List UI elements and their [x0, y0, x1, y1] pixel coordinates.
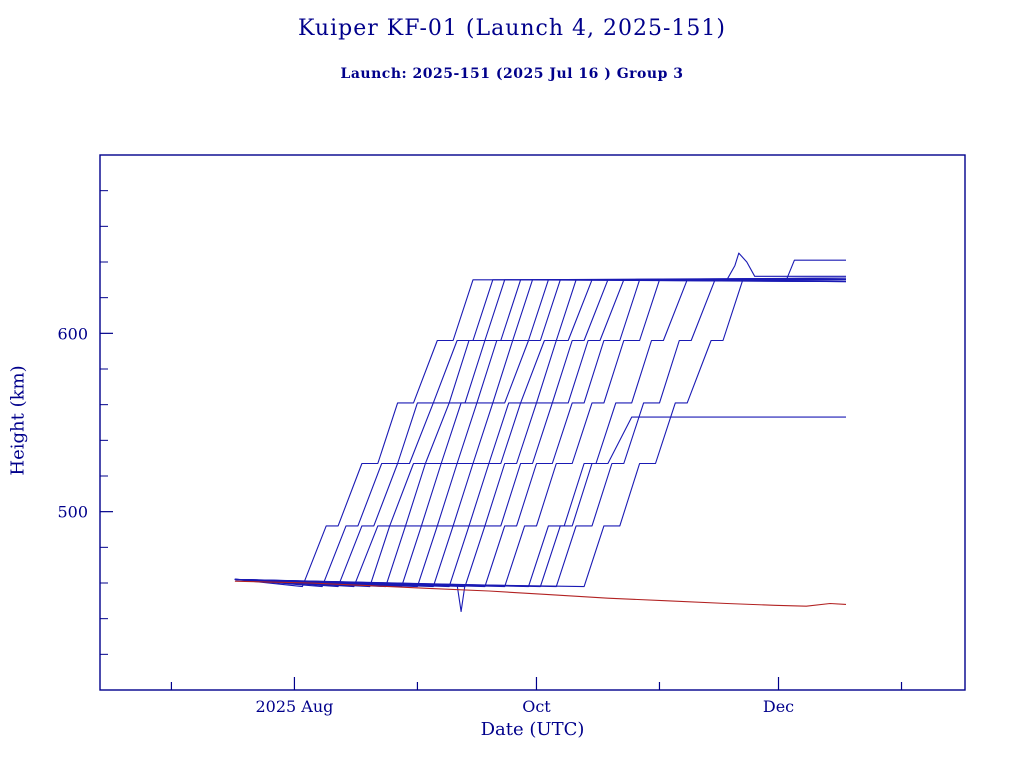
series-sat-08: [234, 279, 846, 588]
series-sat-01: [234, 279, 846, 588]
series-sat-12: [234, 277, 847, 588]
series-sat-10: [234, 279, 846, 588]
series-sat-02: [234, 279, 847, 588]
series-sat-05: [234, 279, 847, 588]
series-sat-11: [234, 279, 846, 588]
series-sat-17-partial-raise: [234, 416, 846, 588]
x-tick-label: 2025 Aug: [255, 697, 333, 716]
series-sat-15: [234, 252, 846, 588]
series-sat-14: [234, 279, 846, 588]
series-sat-13: [234, 279, 846, 588]
y-tick-label: 500: [57, 503, 88, 522]
series-sat-18-decaying: [234, 580, 847, 607]
y-tick-label: 600: [57, 324, 88, 343]
series-sat-16: [234, 259, 846, 613]
x-tick-label: Dec: [763, 697, 794, 716]
series-sat-09: [234, 279, 847, 588]
series-sat-03: [234, 277, 847, 588]
x-tick-label: Oct: [522, 697, 551, 716]
series-sat-04: [234, 279, 846, 588]
chart-subtitle: Launch: 2025-151 (2025 Jul 16 ) Group 3: [340, 66, 684, 82]
chart-title: Kuiper KF-01 (Launch 4, 2025-151): [297, 16, 726, 41]
series-sat-07: [234, 277, 847, 588]
series-sat-06: [234, 279, 846, 588]
x-axis-label: Date (UTC): [480, 719, 585, 740]
plot-frame: [99, 154, 966, 691]
